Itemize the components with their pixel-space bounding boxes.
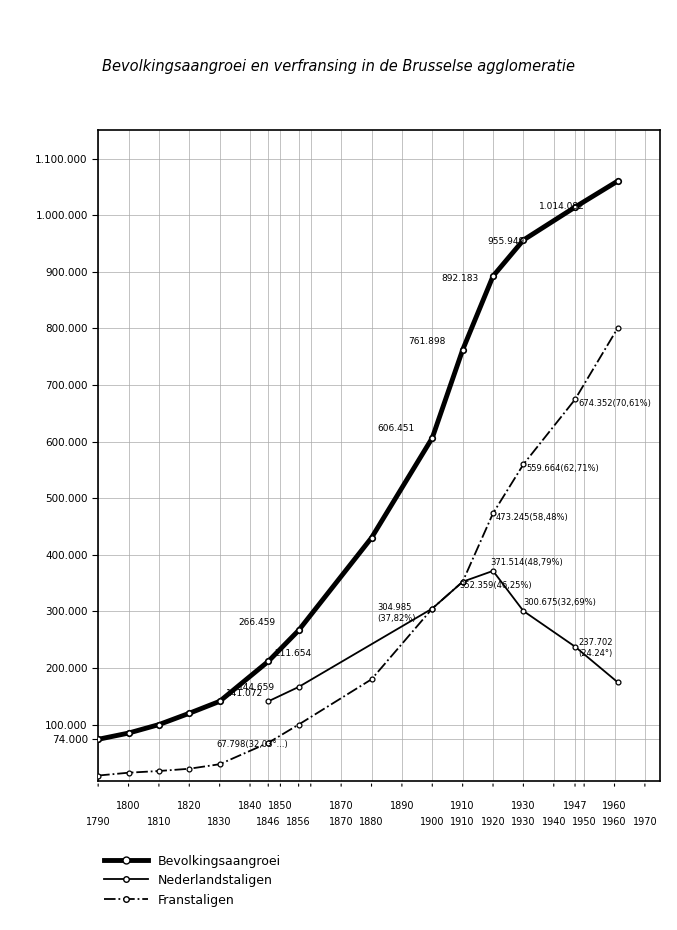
- Text: 1890: 1890: [390, 801, 414, 811]
- Text: 1930: 1930: [511, 801, 536, 811]
- Text: 559.664(62,71%): 559.664(62,71%): [527, 464, 599, 472]
- Text: 1850: 1850: [268, 801, 292, 811]
- Text: 352.359(46,25%): 352.359(46,25%): [460, 581, 532, 590]
- Text: 1880: 1880: [359, 817, 384, 828]
- Text: 1830: 1830: [207, 817, 232, 828]
- Text: 144.659: 144.659: [238, 683, 275, 692]
- Text: Bevolkingsaangroei en verfransing in de Brusselse agglomeratie: Bevolkingsaangroei en verfransing in de …: [102, 60, 575, 74]
- Text: 266.459: 266.459: [238, 618, 275, 627]
- Text: 304.985
(37,82%): 304.985 (37,82%): [378, 604, 416, 623]
- Text: 606.451: 606.451: [378, 424, 415, 433]
- Text: 1910: 1910: [450, 817, 475, 828]
- Text: 1.014.082: 1.014.082: [539, 202, 584, 210]
- Text: 1940: 1940: [542, 817, 566, 828]
- Text: 1846: 1846: [256, 817, 280, 828]
- Text: 1870: 1870: [329, 801, 353, 811]
- Text: 1856: 1856: [286, 817, 311, 828]
- Text: 1970: 1970: [632, 817, 657, 828]
- Text: 674.352(70,61%): 674.352(70,61%): [578, 399, 651, 407]
- Text: 141.072: 141.072: [225, 689, 263, 698]
- Text: 1800: 1800: [116, 801, 141, 811]
- Text: 211.654: 211.654: [274, 649, 311, 658]
- Text: 371.514(48,79%): 371.514(48,79%): [490, 558, 563, 567]
- Text: 1820: 1820: [177, 801, 202, 811]
- Text: 473.245(58,48%): 473.245(58,48%): [496, 513, 569, 522]
- Text: 1900: 1900: [420, 817, 445, 828]
- Text: 1960: 1960: [603, 817, 627, 828]
- Text: 1790: 1790: [86, 817, 110, 828]
- Text: 1920: 1920: [481, 817, 505, 828]
- Legend: Bevolkingsaangroei, Nederlandstaligen, Franstaligen: Bevolkingsaangroei, Nederlandstaligen, F…: [99, 850, 286, 911]
- Text: 67.798(32,03°...): 67.798(32,03°...): [217, 740, 288, 749]
- Text: 1930: 1930: [511, 817, 536, 828]
- Text: 1950: 1950: [572, 817, 596, 828]
- Text: 1910: 1910: [450, 801, 475, 811]
- Text: 955.949: 955.949: [487, 236, 524, 246]
- Text: 1947: 1947: [563, 801, 588, 811]
- Text: 1840: 1840: [238, 801, 262, 811]
- Text: 1960: 1960: [603, 801, 627, 811]
- Text: 1810: 1810: [147, 817, 171, 828]
- Text: 300.675(32,69%): 300.675(32,69%): [523, 598, 596, 607]
- Text: 1870: 1870: [329, 817, 353, 828]
- Text: 892.183: 892.183: [441, 274, 479, 283]
- Text: 761.898: 761.898: [408, 338, 445, 347]
- Text: 237.702
(24.24°): 237.702 (24.24°): [578, 638, 613, 658]
